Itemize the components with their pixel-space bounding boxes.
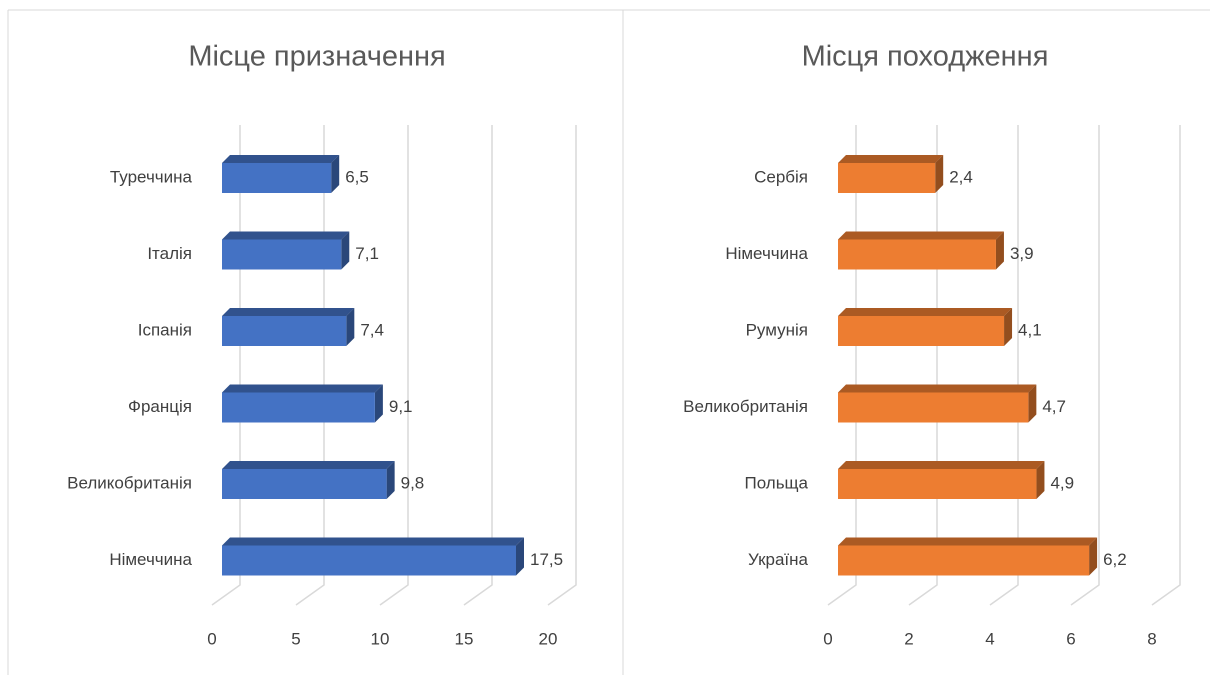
grid-line	[989, 125, 1019, 606]
y-tick-label: Польща	[744, 473, 808, 492]
bar-front	[838, 545, 1090, 576]
y-tick-label: Італія	[147, 244, 192, 263]
bar-top	[222, 308, 355, 316]
bar	[222, 308, 355, 346]
y-tick-label: Великобританія	[67, 473, 192, 492]
y-tick-label: Сербія	[754, 167, 808, 186]
bar-front	[222, 392, 375, 423]
data-label: 9,8	[401, 473, 425, 492]
data-label: 4,1	[1018, 320, 1042, 339]
y-tick-label: Німеччина	[725, 244, 808, 263]
bar-top	[838, 155, 944, 163]
bar-top	[838, 461, 1045, 469]
bar-front	[222, 545, 516, 576]
x-tick-label: 2	[904, 629, 913, 648]
bar-front	[222, 469, 387, 499]
bar-side	[346, 308, 355, 346]
bar-top	[838, 537, 1098, 546]
data-label: 3,9	[1010, 244, 1034, 263]
bar-side	[1036, 461, 1045, 499]
grid-line	[463, 125, 493, 606]
data-label: 7,1	[355, 244, 379, 263]
x-tick-label: 15	[455, 629, 474, 648]
data-label: 2,4	[949, 167, 973, 186]
bar	[838, 155, 944, 193]
bar-front	[838, 469, 1037, 499]
bar-side	[386, 461, 395, 499]
bar	[838, 461, 1045, 499]
x-tick-label: 6	[1066, 629, 1075, 648]
grid-line	[211, 125, 241, 606]
grid-line	[908, 125, 938, 606]
bar-front	[838, 163, 936, 193]
bar-top	[222, 231, 350, 240]
grid-line	[1151, 125, 1181, 606]
bar	[838, 384, 1037, 423]
bar-side	[1089, 537, 1098, 576]
bar	[222, 155, 340, 193]
y-tick-label: Великобританія	[683, 397, 808, 416]
bar-side	[1028, 384, 1037, 423]
x-tick-label: 4	[985, 629, 994, 648]
bar	[222, 384, 383, 423]
bar-top	[222, 384, 383, 393]
bar	[222, 231, 350, 270]
bar	[222, 537, 524, 576]
grid-line	[827, 125, 857, 606]
bar-front	[838, 239, 996, 270]
data-label: 4,7	[1042, 397, 1066, 416]
data-label: 17,5	[530, 550, 563, 569]
bar	[838, 308, 1013, 346]
bar-side	[1004, 308, 1013, 346]
grid-line	[295, 125, 325, 606]
bar-side	[935, 155, 944, 193]
data-label: 4,9	[1050, 473, 1074, 492]
data-label: 6,2	[1103, 550, 1127, 569]
bar-side	[995, 231, 1004, 270]
bar-side	[516, 537, 524, 576]
grid-line	[547, 125, 577, 606]
bar-top	[838, 384, 1037, 393]
x-tick-label: 0	[823, 629, 832, 648]
bar-top	[222, 537, 524, 546]
bar	[838, 231, 1004, 270]
x-tick-label: 10	[371, 629, 390, 648]
data-label: 9,1	[389, 397, 413, 416]
bar-top	[838, 231, 1004, 240]
bar-front	[838, 392, 1029, 423]
y-tick-label: Франція	[128, 397, 192, 416]
bar-top	[222, 461, 395, 469]
x-tick-label: 5	[291, 629, 300, 648]
x-tick-label: 0	[207, 629, 216, 648]
y-tick-label: Румунія	[746, 320, 808, 339]
bar-front	[838, 316, 1005, 346]
bar-side	[374, 384, 383, 423]
data-label: 7,4	[360, 320, 384, 339]
x-tick-label: 20	[539, 629, 558, 648]
bar-top	[222, 155, 340, 163]
chart-title: Місце призначення	[188, 41, 445, 73]
bar-side	[341, 231, 350, 270]
bar-front	[222, 316, 347, 346]
bar-side	[331, 155, 340, 193]
bar-front	[222, 163, 332, 193]
bar-top	[838, 308, 1013, 316]
y-tick-label: Іспанія	[138, 320, 192, 339]
bar	[838, 537, 1098, 576]
bar-front	[222, 239, 342, 270]
grid-line	[379, 125, 409, 606]
grid-line	[1070, 125, 1100, 606]
y-tick-label: Німеччина	[109, 550, 192, 569]
x-tick-label: 8	[1147, 629, 1156, 648]
y-tick-label: Україна	[748, 550, 808, 569]
chart-title: Місця походження	[802, 41, 1049, 73]
bar	[222, 461, 395, 499]
y-tick-label: Туреччина	[110, 167, 193, 186]
data-label: 6,5	[345, 167, 369, 186]
